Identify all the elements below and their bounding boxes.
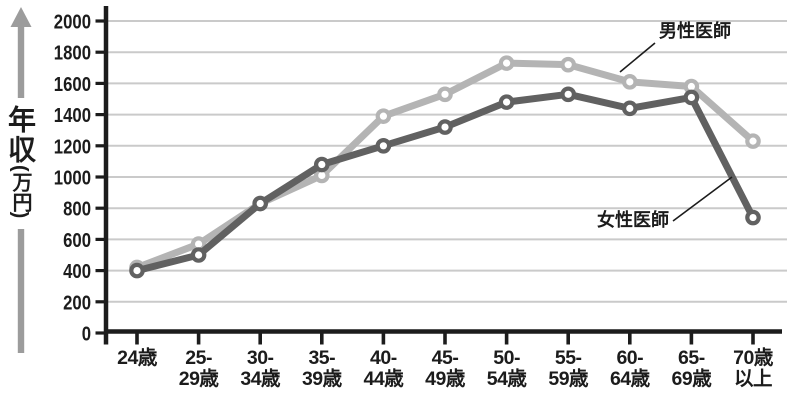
x-tick-label: 60- (616, 347, 643, 369)
x-tick-label: 以上 (734, 368, 772, 390)
x-tick-label: 55- (555, 347, 582, 369)
y-tick-label: 1400 (54, 105, 91, 127)
x-tick-label: 49歳 (425, 368, 466, 390)
x-axis-ticks-and-labels: 24歳 25-29歳 30-34歳 35-39歳 40-44歳 45-49歳 50-54歳 5… (117, 333, 774, 390)
x-tick-label: 29歳 (179, 368, 220, 390)
x-tick-label: 64歳 (610, 368, 651, 390)
y-tick-label: 200 (63, 292, 91, 314)
y-tick-label: 2000 (54, 12, 91, 34)
x-tick-label: 54歳 (487, 368, 528, 390)
x-tick-label: 30- (247, 347, 274, 369)
x-tick-label: 25- (185, 347, 212, 369)
y-tick-label: 400 (63, 261, 91, 283)
x-tick-label: 24歳 (117, 347, 158, 369)
x-tick-label: 35- (308, 347, 335, 369)
series-female-doctor (129, 86, 761, 279)
data-point-marker (560, 56, 576, 73)
y-axis-title: 年収 (5, 105, 36, 165)
data-point-marker (498, 94, 515, 110)
data-point-marker (190, 247, 207, 263)
data-point-marker (129, 262, 145, 279)
y-tick-label: 1200 (54, 136, 91, 158)
x-tick-label: 69歳 (672, 368, 713, 390)
x-tick-label: 45- (432, 347, 459, 369)
data-point-marker (437, 86, 453, 103)
x-tick-label: 65- (678, 347, 705, 369)
data-point-marker (621, 74, 638, 90)
data-point-marker (683, 89, 700, 106)
gridlines (106, 20, 787, 303)
data-point-marker (745, 209, 761, 226)
y-tick-label: 1600 (54, 74, 91, 96)
data-point-marker (313, 156, 330, 173)
data-point-marker (621, 100, 638, 117)
x-tick-label: 39歳 (302, 368, 343, 390)
y-tick-label: 800 (63, 199, 91, 221)
series-male-doctor (129, 55, 761, 276)
y-tick-label: 1800 (54, 43, 91, 65)
data-point-marker (375, 108, 392, 124)
y-axis-unit-label: (万円) (9, 165, 31, 219)
x-tick-label: 50- (493, 347, 520, 369)
data-point-marker (498, 55, 515, 71)
series-label-male-doctor: 男性医師 (659, 21, 731, 41)
x-tick-label: 59歳 (548, 368, 589, 390)
x-tick-label: 34歳 (240, 368, 281, 390)
x-tick-label: 44歳 (364, 368, 405, 390)
data-point-marker (437, 119, 453, 135)
y-axis-arrow-icon (10, 7, 32, 353)
y-tick-label: 1000 (54, 168, 91, 190)
axes (103, 6, 782, 345)
data-point-marker (745, 133, 761, 149)
series-label-female-doctor: 女性医師 (597, 210, 669, 230)
data-point-marker (560, 86, 576, 103)
y-axis-ticks-and-labels: 0 200 400 600 800 1000 1200 1400 1600 1800 2000 (54, 12, 106, 346)
y-tick-label: 600 (63, 230, 91, 252)
x-tick-label: 70歳 (733, 347, 774, 369)
data-point-marker (252, 195, 269, 212)
data-point-marker (375, 138, 392, 154)
annotation-pointer-lines (619, 42, 733, 222)
y-tick-label: 0 (82, 324, 91, 346)
x-tick-label: 40- (370, 347, 397, 369)
